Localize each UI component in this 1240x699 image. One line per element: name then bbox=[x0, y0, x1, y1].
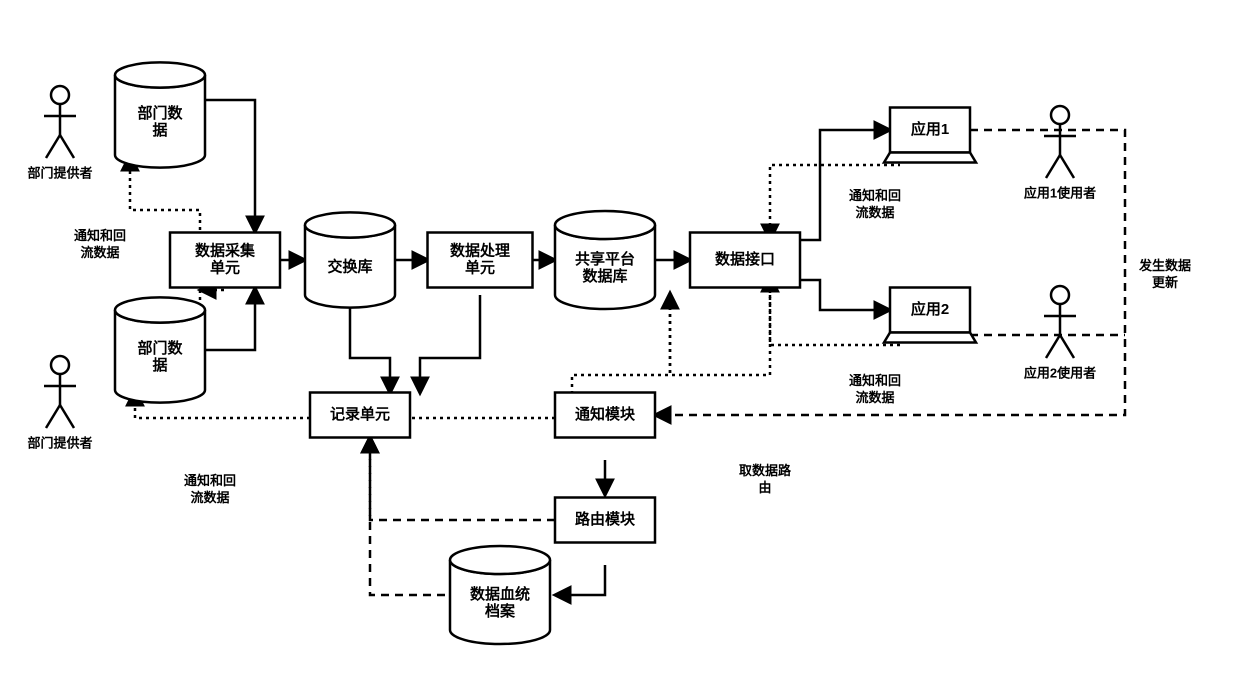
edge-1 bbox=[205, 288, 255, 350]
svg-text:应用2使用者: 应用2使用者 bbox=[1024, 365, 1096, 380]
svg-text:通知模块: 通知模块 bbox=[575, 405, 636, 423]
edge-15 bbox=[370, 437, 555, 520]
l_notify_ret1: 通知和回流数据 bbox=[74, 228, 126, 260]
box_collect: 数据采集单元 bbox=[170, 233, 280, 288]
actor_prov1: 部门提供者 bbox=[27, 86, 92, 180]
svg-text:通知和回: 通知和回 bbox=[74, 228, 126, 243]
box_iface: 数据接口 bbox=[690, 233, 800, 288]
svg-text:应用2: 应用2 bbox=[911, 300, 949, 318]
svg-text:共享平台: 共享平台 bbox=[575, 250, 635, 268]
svg-text:通知和回: 通知和回 bbox=[184, 473, 236, 488]
svg-text:应用1: 应用1 bbox=[911, 120, 949, 138]
svg-text:数据采集: 数据采集 bbox=[195, 241, 256, 259]
svg-text:部门数: 部门数 bbox=[137, 339, 183, 357]
box_process: 数据处理单元 bbox=[428, 233, 533, 288]
svg-text:据: 据 bbox=[152, 121, 167, 139]
svg-text:应用1使用者: 应用1使用者 bbox=[1024, 185, 1096, 200]
svg-text:数据处理: 数据处理 bbox=[450, 241, 510, 259]
db_exchange: 交换库 bbox=[305, 212, 395, 307]
diagram-canvas: 部门提供者部门提供者应用1使用者应用2使用者部门数据部门数据交换库共享平台数据库… bbox=[0, 0, 1240, 699]
svg-text:由: 由 bbox=[758, 480, 771, 495]
edge-7 bbox=[800, 280, 890, 310]
edge-8 bbox=[350, 295, 390, 393]
svg-text:数据库: 数据库 bbox=[582, 267, 627, 285]
db_lineage: 数据血统档案 bbox=[450, 546, 550, 644]
svg-text:取数据路: 取数据路 bbox=[739, 463, 792, 478]
svg-text:交换库: 交换库 bbox=[327, 258, 372, 276]
svg-text:单元: 单元 bbox=[465, 258, 495, 276]
l_notify_ret3: 通知和回流数据 bbox=[849, 188, 901, 220]
svg-text:通知和回: 通知和回 bbox=[849, 373, 901, 388]
svg-text:流数据: 流数据 bbox=[855, 205, 894, 220]
box_app1: 应用1 bbox=[884, 108, 976, 163]
svg-text:档案: 档案 bbox=[485, 602, 516, 620]
svg-text:据: 据 bbox=[152, 356, 167, 374]
edge-0 bbox=[205, 100, 255, 232]
db_dept2: 部门数据 bbox=[115, 297, 205, 402]
svg-text:部门提供者: 部门提供者 bbox=[27, 165, 92, 180]
l_notify_ret2: 通知和回流数据 bbox=[184, 473, 236, 505]
svg-text:路由模块: 路由模块 bbox=[575, 510, 636, 528]
svg-text:记录单元: 记录单元 bbox=[330, 405, 390, 423]
actor_user2: 应用2使用者 bbox=[1024, 286, 1096, 380]
svg-text:部门数: 部门数 bbox=[137, 104, 183, 122]
edge-11 bbox=[555, 565, 605, 595]
actor_user1: 应用1使用者 bbox=[1024, 106, 1096, 200]
box_record: 记录单元 bbox=[310, 393, 410, 438]
svg-text:单元: 单元 bbox=[210, 258, 240, 276]
box_app2: 应用2 bbox=[884, 288, 976, 343]
db_shared: 共享平台数据库 bbox=[555, 211, 655, 309]
edge-17 bbox=[670, 286, 770, 375]
l_notify_ret4: 通知和回流数据 bbox=[849, 373, 901, 405]
svg-text:发生数据: 发生数据 bbox=[1138, 258, 1191, 273]
box_notify: 通知模块 bbox=[555, 393, 655, 438]
svg-text:通知和回: 通知和回 bbox=[849, 188, 901, 203]
svg-text:数据接口: 数据接口 bbox=[715, 250, 775, 268]
svg-text:更新: 更新 bbox=[1152, 275, 1178, 290]
l_route: 取数据路由 bbox=[739, 463, 792, 495]
edge-14 bbox=[370, 437, 445, 595]
edge-9 bbox=[420, 295, 480, 393]
svg-text:部门提供者: 部门提供者 bbox=[27, 435, 92, 450]
box_route: 路由模块 bbox=[555, 498, 655, 543]
svg-text:流数据: 流数据 bbox=[190, 490, 229, 505]
l_update: 发生数据更新 bbox=[1138, 258, 1191, 290]
edge-6 bbox=[800, 130, 890, 240]
actor_prov2: 部门提供者 bbox=[27, 356, 92, 450]
svg-text:流数据: 流数据 bbox=[80, 245, 119, 260]
db_dept1: 部门数据 bbox=[115, 62, 205, 167]
svg-text:流数据: 流数据 bbox=[855, 390, 894, 405]
svg-text:数据血统: 数据血统 bbox=[470, 585, 530, 603]
